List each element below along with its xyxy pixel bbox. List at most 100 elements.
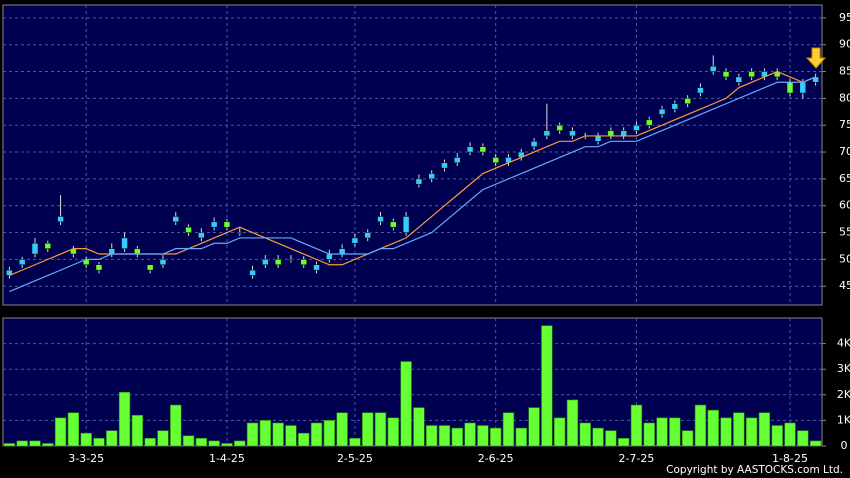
- volume-bar: [374, 412, 387, 447]
- volume-bar: [42, 443, 54, 447]
- candle-body: [172, 216, 180, 223]
- volume-bar: [797, 430, 809, 447]
- volume-bar: [387, 417, 399, 447]
- y-tick-label: 55: [839, 226, 850, 239]
- candle-body: [108, 248, 116, 255]
- volume-bar: [323, 420, 335, 447]
- volume-bar: [541, 325, 553, 447]
- candle-body: [377, 216, 384, 223]
- volume-bar: [54, 417, 67, 447]
- volume-bar: [694, 404, 707, 447]
- candle-body: [530, 141, 538, 147]
- volume-bar: [515, 427, 527, 447]
- candle-body: [134, 248, 141, 255]
- volume-bar: [720, 417, 732, 447]
- candle-body: [262, 259, 269, 265]
- y-tick-label: 3K: [837, 362, 850, 375]
- candle-body: [249, 269, 256, 276]
- candle-body: [684, 98, 691, 104]
- volume-bar: [157, 430, 169, 447]
- candle-body: [748, 71, 755, 78]
- x-tick-label: 1-4-25: [209, 452, 245, 465]
- volume-bar: [195, 438, 208, 447]
- y-tick-label: 0: [841, 439, 848, 452]
- y-tick-label: 1K: [837, 413, 850, 426]
- volume-bar: [131, 414, 144, 447]
- volume-bar: [643, 422, 655, 447]
- volume-bar: [451, 427, 463, 447]
- y-tick-label: 70: [839, 145, 850, 158]
- volume-bar: [771, 425, 783, 447]
- y-tick-label: 2K: [837, 388, 850, 401]
- candle-body: [697, 87, 704, 94]
- volume-bar: [477, 425, 489, 447]
- volume-bar: [144, 438, 156, 447]
- volume-bar: [605, 430, 617, 447]
- volume-bar: [426, 425, 438, 447]
- candle-body: [146, 264, 154, 271]
- candle-body: [645, 119, 653, 126]
- candle-body: [198, 232, 205, 239]
- volume-bar: [310, 422, 323, 447]
- volume-bar: [669, 417, 681, 447]
- volume-bar: [490, 427, 502, 447]
- volume-bar: [362, 412, 374, 447]
- candle-body: [441, 162, 448, 169]
- volume-bar: [349, 438, 361, 447]
- volume-bar: [118, 391, 131, 447]
- x-tick-label: 2-6-25: [478, 452, 514, 465]
- volume-bar: [438, 425, 451, 447]
- candle-body: [57, 216, 64, 223]
- candle-body: [620, 130, 627, 137]
- y-tick-label: 95: [839, 11, 850, 24]
- volume-bar: [170, 404, 182, 447]
- volume-bar: [234, 440, 246, 447]
- candle-body: [159, 259, 167, 265]
- volume-bar: [566, 399, 579, 447]
- volume-bar: [681, 430, 694, 447]
- volume-bar: [758, 412, 771, 447]
- candle-body: [300, 259, 307, 265]
- volume-bar: [93, 438, 105, 447]
- x-tick-label: 1-8-25: [772, 452, 808, 465]
- volume-bar: [553, 417, 566, 447]
- volume-bar: [707, 409, 719, 447]
- volume-bar: [400, 361, 412, 447]
- candle-body: [95, 264, 103, 271]
- candle-body: [607, 130, 615, 137]
- volume-bar: [617, 438, 630, 447]
- volume-bar: [16, 440, 28, 447]
- candle-body: [364, 232, 371, 239]
- x-tick-label: 3-3-25: [68, 452, 104, 465]
- volume-bar: [579, 422, 591, 447]
- candle-body: [44, 243, 52, 249]
- volume-bar: [630, 404, 643, 447]
- y-tick-label: 65: [839, 172, 850, 185]
- candle-body: [466, 146, 474, 153]
- candle-body: [454, 157, 461, 164]
- candle-body: [671, 103, 679, 110]
- candle-body: [185, 226, 192, 233]
- candle-body: [799, 82, 807, 94]
- candle-body: [569, 130, 576, 137]
- volume-bar: [80, 432, 92, 447]
- candle-body: [735, 76, 743, 83]
- candle-body: [223, 221, 231, 228]
- y-tick-label: 75: [839, 118, 850, 131]
- volume-bar: [745, 417, 758, 447]
- candle-body: [287, 259, 295, 261]
- volume-bar: [208, 440, 220, 447]
- y-tick-label: 85: [839, 65, 850, 78]
- volume-bar: [413, 407, 425, 447]
- candle-body: [722, 71, 730, 78]
- volume-bar: [3, 443, 16, 447]
- volume-bar: [106, 430, 118, 447]
- candle-body: [31, 243, 39, 255]
- x-tick-label: 2-5-25: [337, 452, 373, 465]
- y-tick-label: 90: [839, 38, 850, 51]
- volume-bar: [733, 412, 745, 447]
- candle-body: [210, 221, 218, 228]
- candle-body: [428, 173, 435, 180]
- candle-body: [709, 65, 717, 72]
- volume-bar: [298, 432, 310, 447]
